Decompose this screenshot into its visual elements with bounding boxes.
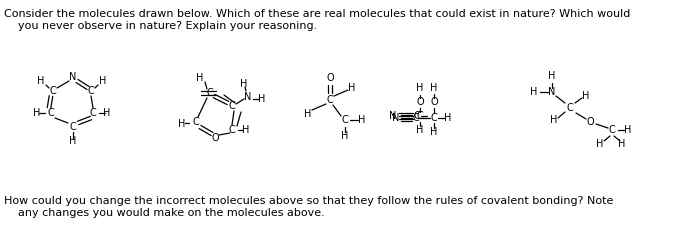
Text: C: C — [414, 111, 421, 121]
Text: N: N — [69, 72, 77, 82]
Text: any changes you would make on the molecules above.: any changes you would make on the molecu… — [18, 208, 325, 218]
Text: C: C — [228, 101, 235, 111]
Text: N: N — [244, 92, 251, 102]
Text: H: H — [430, 83, 437, 93]
Text: H: H — [241, 79, 247, 89]
Text: H: H — [99, 76, 106, 86]
Text: H: H — [179, 119, 186, 129]
Text: H: H — [549, 71, 555, 81]
Text: H: H — [196, 73, 204, 83]
Text: C: C — [69, 122, 76, 132]
Text: C: C — [90, 108, 96, 118]
Text: H: H — [417, 83, 424, 93]
Text: C: C — [48, 108, 55, 118]
Text: H: H — [530, 87, 538, 97]
Text: C: C — [193, 117, 200, 127]
Text: C: C — [412, 113, 419, 123]
Text: H: H — [582, 91, 590, 101]
Text: C: C — [431, 113, 437, 123]
Text: H: H — [359, 115, 366, 125]
Text: N: N — [549, 87, 555, 97]
Text: C: C — [327, 95, 334, 105]
Text: C: C — [609, 125, 615, 135]
Text: O: O — [416, 97, 424, 107]
Text: H: H — [33, 108, 40, 118]
Text: C: C — [88, 86, 94, 96]
Text: H: H — [341, 131, 348, 141]
Text: C: C — [207, 88, 214, 98]
Text: H: H — [430, 127, 437, 137]
Text: C: C — [567, 103, 574, 113]
Text: H: H — [596, 139, 604, 149]
Text: H: H — [624, 125, 632, 135]
Text: O: O — [326, 73, 334, 83]
Text: C: C — [228, 125, 235, 135]
Text: N: N — [390, 111, 397, 121]
Text: H: H — [37, 76, 44, 86]
Text: N: N — [392, 113, 400, 123]
Text: How could you change the incorrect molecules above so that they follow the rules: How could you change the incorrect molec… — [4, 196, 613, 206]
Text: H: H — [444, 113, 452, 123]
Text: C: C — [417, 111, 423, 121]
Text: Consider the molecules drawn below. Which of these are real molecules that could: Consider the molecules drawn below. Whic… — [4, 9, 630, 19]
Text: H: H — [258, 94, 266, 104]
Text: H: H — [550, 115, 557, 125]
Text: you never observe in nature? Explain your reasoning.: you never observe in nature? Explain you… — [18, 21, 317, 31]
Text: H: H — [103, 108, 111, 118]
Text: H: H — [618, 139, 625, 149]
Text: H: H — [417, 125, 424, 135]
Text: H: H — [69, 136, 77, 146]
Text: H: H — [305, 109, 311, 119]
Text: O: O — [430, 97, 438, 107]
Text: O: O — [211, 133, 219, 143]
Text: C: C — [50, 86, 57, 96]
Text: O: O — [586, 117, 594, 127]
Text: C: C — [342, 115, 348, 125]
Text: H: H — [348, 83, 356, 93]
Text: H: H — [243, 125, 249, 135]
